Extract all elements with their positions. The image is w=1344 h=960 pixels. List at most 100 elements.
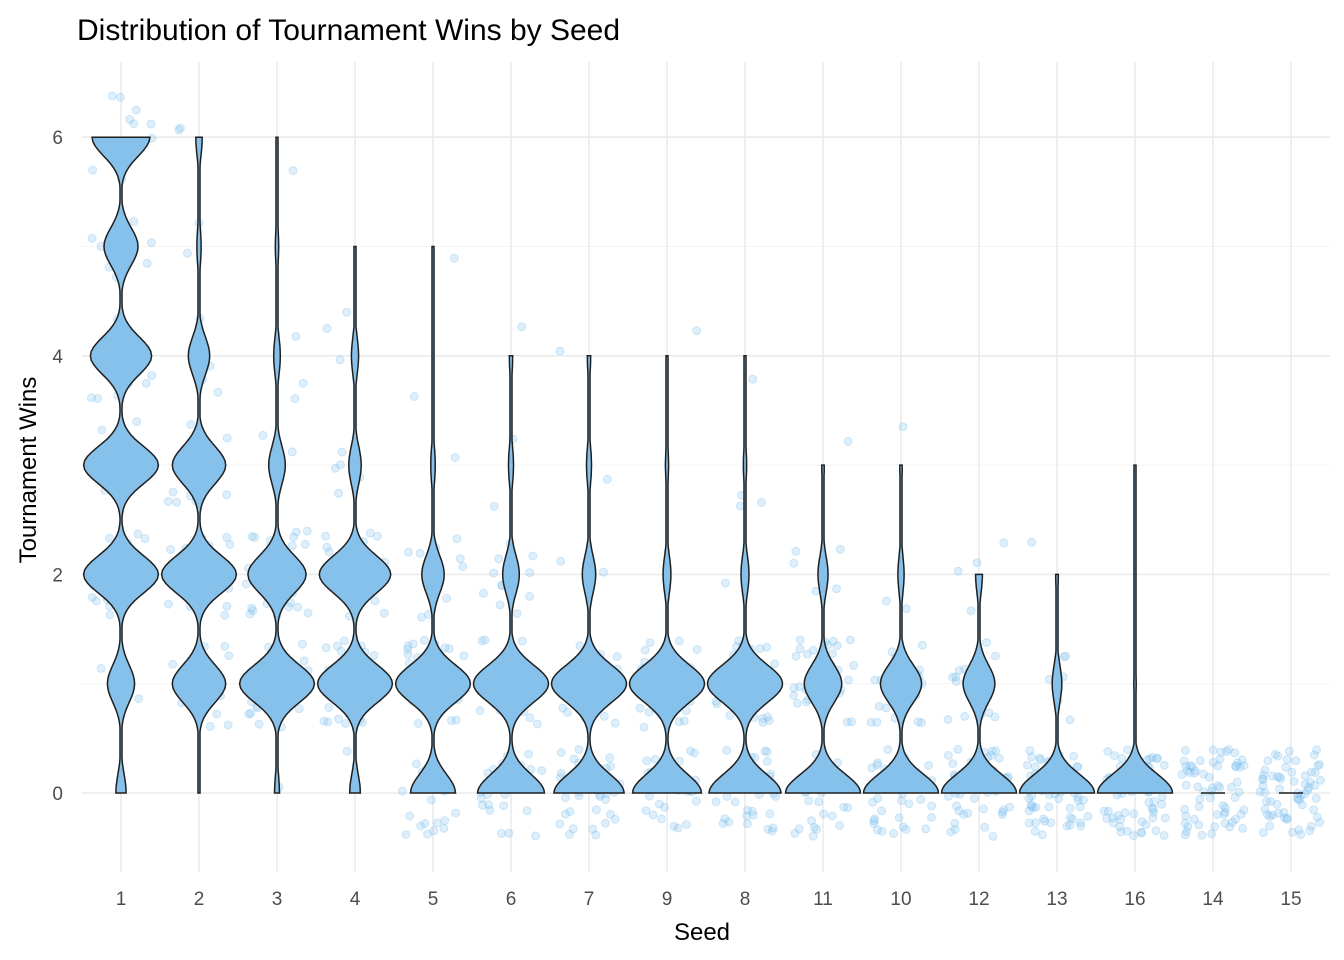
violin-2 (160, 136, 238, 794)
jitter-point (287, 447, 297, 457)
jitter-point (673, 823, 683, 833)
jitter-point (808, 831, 818, 841)
jitter-point (954, 666, 964, 676)
jitter-point (997, 810, 1007, 819)
jitter-point (591, 830, 601, 840)
jitter-point (650, 754, 660, 764)
jitter-point (405, 811, 415, 821)
jitter-point (1231, 761, 1241, 771)
jitter-point (842, 717, 852, 727)
jitter-point (679, 716, 689, 726)
jitter-point (1120, 808, 1130, 818)
jitter-point (1062, 821, 1072, 831)
jitter-point (1220, 807, 1230, 817)
jitter-point (1137, 828, 1146, 838)
jitter-point (1258, 828, 1268, 837)
jitter-point (1195, 794, 1205, 804)
jitter-point (439, 823, 449, 833)
jitter-point (1274, 808, 1283, 818)
jitter-point (870, 675, 880, 685)
jitter-point (1075, 802, 1085, 812)
jitter-point (287, 541, 297, 551)
jitter-point (1216, 747, 1226, 757)
jitter-point (946, 827, 956, 837)
jitter-point (1204, 772, 1214, 782)
jitter-point (921, 824, 931, 834)
jitter-point (943, 750, 953, 760)
jitter-point (1099, 806, 1109, 816)
jitter-point (1258, 774, 1268, 784)
jitter-point (323, 717, 333, 727)
jitter-point (963, 808, 973, 818)
y-tick-label: 6 (52, 128, 63, 149)
jitter-point (1312, 812, 1322, 822)
jitter-point (1276, 774, 1286, 784)
jitter-point (828, 636, 838, 646)
jitter-point (1230, 814, 1240, 824)
jitter-point (1180, 746, 1190, 755)
jitter-point (866, 717, 876, 727)
jitter-point (1238, 823, 1248, 833)
jitter-point (555, 346, 565, 356)
jitter-point (1147, 803, 1157, 813)
jitter-point (1028, 803, 1038, 812)
jitter-point (1206, 793, 1215, 803)
jitter-point (948, 759, 958, 769)
jitter-point (802, 649, 812, 659)
jitter-point (1005, 802, 1015, 812)
jitter-point (1294, 825, 1304, 835)
jitter-point (874, 701, 884, 711)
jitter-point (843, 803, 853, 812)
jitter-point (408, 639, 418, 649)
jitter-point (172, 497, 181, 507)
jitter-point (403, 644, 413, 654)
jitter-point (1220, 803, 1230, 813)
jitter-point (648, 810, 658, 820)
jitter-point (1225, 822, 1235, 832)
jitter-point (1061, 651, 1070, 661)
jitter-point (757, 497, 766, 507)
jitter-point (1282, 755, 1292, 764)
jitter-point (1141, 820, 1151, 830)
jitter-point (950, 818, 960, 828)
jitter-point (561, 793, 570, 803)
jitter-point (641, 806, 651, 816)
jitter-point (1263, 756, 1273, 766)
jitter-point (288, 166, 298, 176)
jitter-point (1129, 831, 1139, 841)
jitter-point (1265, 821, 1275, 831)
jitter-point (1035, 755, 1045, 765)
jitter-point (205, 721, 215, 731)
jitter-point (692, 326, 701, 336)
jitter-point (489, 568, 499, 578)
jitter-point (478, 800, 487, 810)
jitter-point (916, 795, 926, 804)
jitter-point (1260, 765, 1270, 775)
jitter-point (163, 497, 173, 506)
jitter-point (1304, 783, 1314, 793)
x-tick-label: 5 (428, 889, 439, 910)
jitter-point (452, 534, 462, 544)
jitter-point (1237, 755, 1247, 765)
jitter-point (423, 829, 433, 839)
jitter-point (133, 529, 143, 539)
jitter-point (1307, 821, 1316, 831)
y-tick-labels: 0 2 4 6 (52, 128, 63, 805)
jitter-point (770, 659, 780, 669)
jitter-point (1215, 754, 1225, 764)
jitter-point (1083, 811, 1093, 821)
jitter-point (881, 703, 891, 713)
x-axis-title: Seed (674, 919, 730, 946)
jitter-point (1027, 752, 1037, 762)
jitter-point (767, 826, 777, 836)
jitter-point (339, 636, 349, 646)
jitter-point (832, 584, 841, 594)
jitter-point (1054, 794, 1064, 804)
jitter-point (1136, 827, 1146, 837)
jitter-point (1076, 818, 1086, 828)
jitter-point (1159, 760, 1169, 770)
jitter-point (247, 603, 257, 613)
jitter-point (873, 793, 883, 803)
jitter-point (1199, 769, 1208, 779)
jitter-point (403, 649, 413, 659)
